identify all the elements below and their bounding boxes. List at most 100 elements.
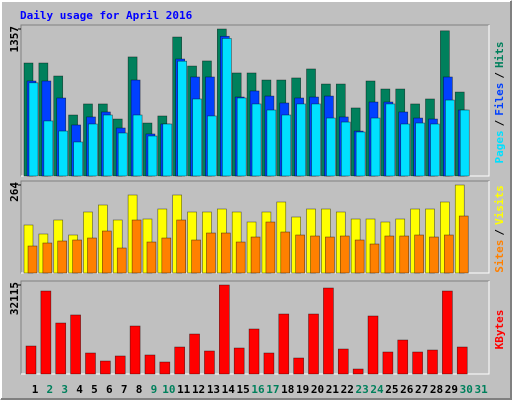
bar [40, 290, 52, 375]
legend-separator: / [493, 229, 506, 236]
legend-separator: / [493, 119, 506, 126]
x-tick-label: 21 [326, 383, 340, 396]
x-tick-label: 10 [162, 383, 175, 396]
bar [222, 38, 232, 177]
bar [146, 241, 157, 274]
x-tick-label: 3 [61, 383, 68, 396]
bar [429, 236, 439, 274]
bar [266, 109, 277, 177]
bar [281, 114, 292, 177]
bar [265, 221, 276, 274]
bar [235, 241, 246, 274]
legend-entry: KBytes [493, 310, 506, 350]
bar [263, 352, 275, 375]
bar [445, 99, 455, 177]
bar [278, 313, 290, 375]
bar [459, 109, 470, 177]
x-tick-label: 22 [341, 383, 354, 396]
bar [102, 230, 112, 274]
bar [176, 219, 186, 274]
bar [296, 103, 306, 177]
bar [325, 236, 335, 274]
bar [192, 98, 202, 177]
bar [236, 97, 247, 177]
x-tick-label: 25 [385, 383, 398, 396]
legend-entry: Pages [493, 130, 506, 163]
bar [367, 315, 379, 375]
bar [415, 122, 425, 177]
bar [42, 242, 53, 274]
bar [427, 349, 438, 375]
bar [87, 237, 97, 274]
bar [326, 117, 336, 177]
bar [456, 346, 468, 375]
bar [251, 103, 262, 177]
bar [144, 354, 156, 375]
bar [174, 346, 185, 375]
bar [369, 243, 380, 274]
bar [103, 114, 113, 177]
legend: KBytes [493, 310, 506, 350]
bar [340, 121, 351, 177]
x-tick-label: 28 [430, 383, 443, 396]
x-tick-label: 9 [151, 383, 158, 396]
bar [114, 355, 126, 375]
bar [430, 123, 440, 177]
bar [311, 103, 321, 177]
x-tick-label: 29 [445, 383, 458, 396]
bar [339, 235, 350, 274]
bar [131, 219, 142, 274]
bar [250, 236, 261, 274]
bar [384, 235, 395, 274]
bar [295, 234, 305, 274]
bar [354, 239, 365, 274]
x-tick-label: 20 [311, 383, 324, 396]
x-tick-label: 6 [106, 383, 113, 396]
bar [355, 131, 366, 177]
bar [206, 232, 216, 274]
bar [117, 132, 128, 177]
bar [58, 130, 69, 177]
x-tick-label: 7 [121, 383, 128, 396]
bar [177, 60, 187, 177]
bar [414, 234, 424, 274]
bar [88, 123, 98, 177]
bar [310, 235, 320, 274]
bar [55, 322, 67, 375]
bar [219, 284, 230, 375]
bar [400, 123, 411, 177]
bar [70, 314, 81, 375]
bar [397, 339, 409, 375]
bar [233, 347, 245, 375]
bar [207, 115, 217, 177]
bar [191, 239, 201, 274]
bar [27, 245, 38, 274]
bar [323, 287, 334, 375]
bar [352, 368, 364, 375]
x-tick-label: 13 [207, 383, 220, 396]
x-tick-label: 26 [400, 383, 414, 396]
bar [308, 313, 319, 375]
bar [100, 360, 111, 375]
bar [385, 103, 396, 177]
bar [129, 325, 141, 375]
x-tick-label: 17 [266, 383, 279, 396]
x-tick-label: 14 [222, 383, 236, 396]
bar [442, 290, 453, 375]
bar [57, 240, 68, 274]
bar [221, 232, 231, 274]
bar [28, 82, 39, 177]
x-tick-label: 5 [91, 383, 98, 396]
bar [248, 328, 260, 375]
x-tick-label: 18 [281, 383, 294, 396]
legend-entry: Hits [493, 42, 506, 69]
legend-entry: Files [493, 83, 506, 116]
bar [458, 215, 469, 274]
bar [337, 348, 349, 375]
bar [72, 239, 82, 274]
bar [189, 333, 200, 375]
legend-entry: Visits [493, 185, 506, 225]
x-tick-label: 16 [251, 383, 265, 396]
bar [161, 237, 172, 274]
